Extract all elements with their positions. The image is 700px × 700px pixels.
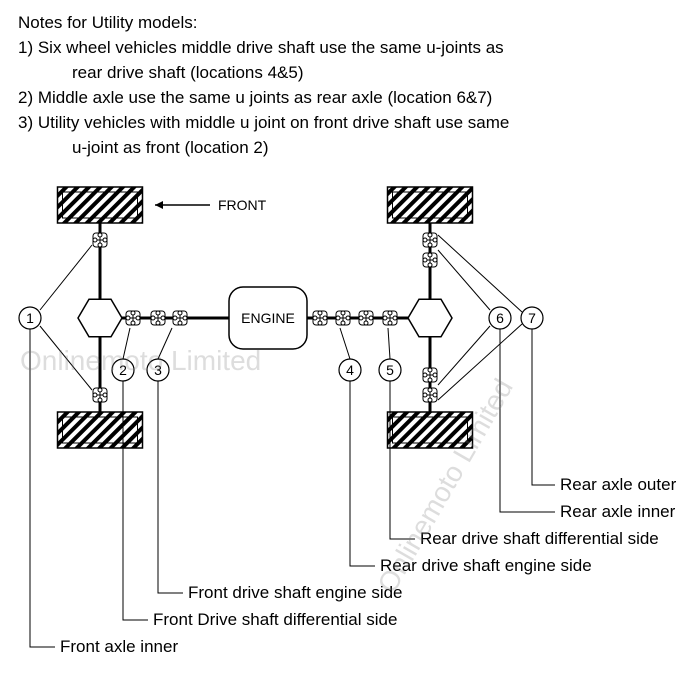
svg-text:Front drive shaft engine side: Front drive shaft engine side: [188, 583, 403, 602]
diagram: ENGINE FRONT 1 2 3 4 5 6 7 Rear axle outer Rear ax…: [0, 160, 700, 700]
svg-text:Front Drive shaft differential: Front Drive shaft differential side: [153, 610, 397, 629]
svg-text:ENGINE: ENGINE: [241, 310, 295, 326]
notes-title: Notes for Utility models:: [18, 12, 682, 35]
svg-text:Rear axle inner: Rear axle inner: [560, 502, 676, 521]
note-line: rear drive shaft (locations 4&5): [18, 62, 682, 85]
svg-text:Rear axle outer: Rear axle outer: [560, 475, 677, 494]
notes-block: Notes for Utility models: 1) Six wheel v…: [0, 0, 700, 160]
svg-text:3: 3: [154, 362, 162, 378]
svg-text:Rear drive shaft engine side: Rear drive shaft engine side: [380, 556, 592, 575]
svg-text:Front axle inner: Front axle inner: [60, 637, 178, 656]
svg-text:1: 1: [26, 310, 34, 326]
note-line: 3) Utility vehicles with middle u joint …: [18, 112, 682, 135]
note-line: u-joint as front (location 2): [18, 137, 682, 160]
note-line: 2) Middle axle use the same u joints as …: [18, 87, 682, 110]
svg-text:6: 6: [496, 310, 504, 326]
svg-text:Rear drive shaft differential: Rear drive shaft differential side: [420, 529, 659, 548]
note-line: 1) Six wheel vehicles middle drive shaft…: [18, 37, 682, 60]
svg-text:7: 7: [528, 310, 536, 326]
svg-text:5: 5: [386, 362, 394, 378]
svg-text:2: 2: [119, 362, 127, 378]
svg-text:4: 4: [346, 362, 354, 378]
svg-text:FRONT: FRONT: [218, 197, 267, 213]
